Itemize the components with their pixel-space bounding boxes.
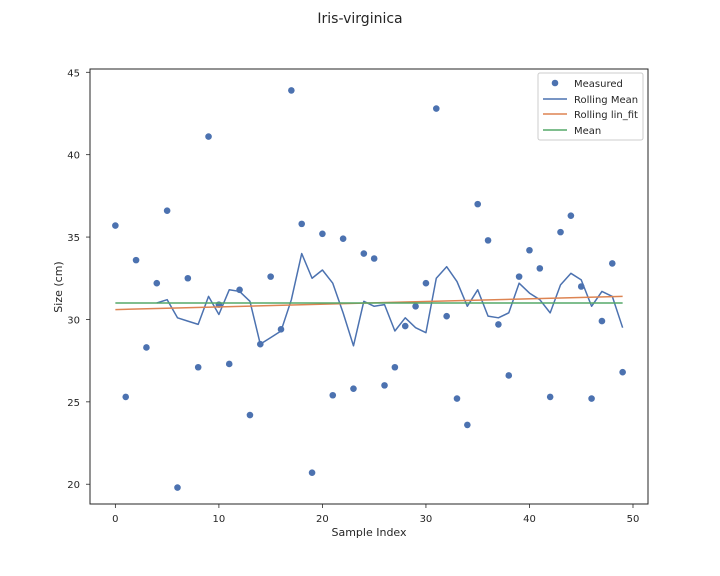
x-tick-label: 50 bbox=[627, 514, 640, 525]
measured-point bbox=[588, 395, 595, 402]
measured-point bbox=[112, 222, 119, 229]
legend-label-rolling-lin-fit: Rolling lin_fit bbox=[574, 110, 638, 121]
measured-point bbox=[515, 273, 523, 280]
measured-point bbox=[443, 312, 450, 320]
measured-point bbox=[474, 200, 482, 208]
measured-point bbox=[598, 317, 606, 325]
measured-point bbox=[412, 302, 419, 310]
measured-point bbox=[557, 228, 564, 236]
measured-point bbox=[608, 260, 616, 267]
measured-point bbox=[205, 133, 212, 140]
measured-point bbox=[132, 256, 140, 264]
measured-point bbox=[122, 393, 130, 401]
measured-point bbox=[288, 87, 295, 94]
y-tick-label: 25 bbox=[67, 398, 80, 409]
plot-area bbox=[112, 87, 626, 491]
measured-point bbox=[422, 279, 430, 287]
measured-point bbox=[619, 368, 626, 376]
measured-point bbox=[401, 322, 409, 330]
measured-point bbox=[174, 484, 181, 491]
measured-point bbox=[546, 393, 554, 401]
measured-point bbox=[432, 105, 440, 112]
x-axis-label: Sample Index bbox=[331, 526, 407, 539]
measured-point bbox=[453, 395, 461, 402]
y-axis-label: Size (cm) bbox=[52, 261, 65, 312]
measured-point bbox=[339, 235, 347, 243]
measured-point bbox=[505, 372, 513, 379]
measured-point bbox=[194, 363, 202, 371]
x-tick-label: 30 bbox=[420, 514, 433, 525]
measured-point bbox=[163, 207, 171, 215]
legend-frame bbox=[537, 72, 644, 141]
measured-point bbox=[184, 274, 192, 282]
measured-point bbox=[143, 344, 150, 351]
measured-point bbox=[370, 255, 378, 262]
measured-point bbox=[567, 212, 575, 219]
chart-title: Iris-virginica bbox=[317, 11, 402, 27]
measured-point bbox=[329, 391, 337, 399]
x-tick-label: 20 bbox=[316, 514, 329, 525]
measured-point bbox=[298, 220, 306, 228]
y-tick-label: 40 bbox=[67, 151, 80, 162]
legend-label-mean: Mean bbox=[574, 126, 601, 137]
legend-label-measured: Measured bbox=[574, 79, 623, 90]
measured-point bbox=[308, 469, 316, 476]
measured-point bbox=[536, 265, 544, 272]
x-tick-label: 0 bbox=[112, 514, 118, 525]
legend: Measured Rolling Mean Rolling lin_fit Me… bbox=[537, 72, 644, 141]
y-tick-label: 20 bbox=[67, 480, 80, 491]
rolling-mean-line bbox=[156, 252, 624, 347]
legend-marker-measured bbox=[551, 79, 559, 87]
measured-point bbox=[246, 411, 254, 419]
measured-point bbox=[495, 321, 502, 328]
measured-point bbox=[350, 385, 357, 392]
axes: 0 10 20 30 40 50 20 25 30 35 40 45 bbox=[67, 68, 649, 525]
x-tick-label: 40 bbox=[523, 514, 536, 525]
measured-point bbox=[153, 279, 161, 287]
measured-point bbox=[391, 363, 399, 371]
measured-point bbox=[484, 237, 492, 244]
measured-point bbox=[267, 273, 274, 280]
y-tick-label: 30 bbox=[67, 315, 80, 326]
x-tick-label: 10 bbox=[213, 514, 226, 525]
measured-point bbox=[319, 230, 326, 238]
plot-frame bbox=[89, 68, 649, 505]
y-tick-label: 45 bbox=[67, 68, 80, 79]
legend-label-rolling-mean: Rolling Mean bbox=[574, 95, 638, 106]
measured-point bbox=[464, 421, 471, 429]
y-tick-label: 35 bbox=[67, 233, 80, 244]
measured-point bbox=[381, 382, 388, 389]
measured-point bbox=[526, 246, 533, 254]
measured-point bbox=[360, 250, 368, 257]
measured-point bbox=[225, 360, 233, 368]
